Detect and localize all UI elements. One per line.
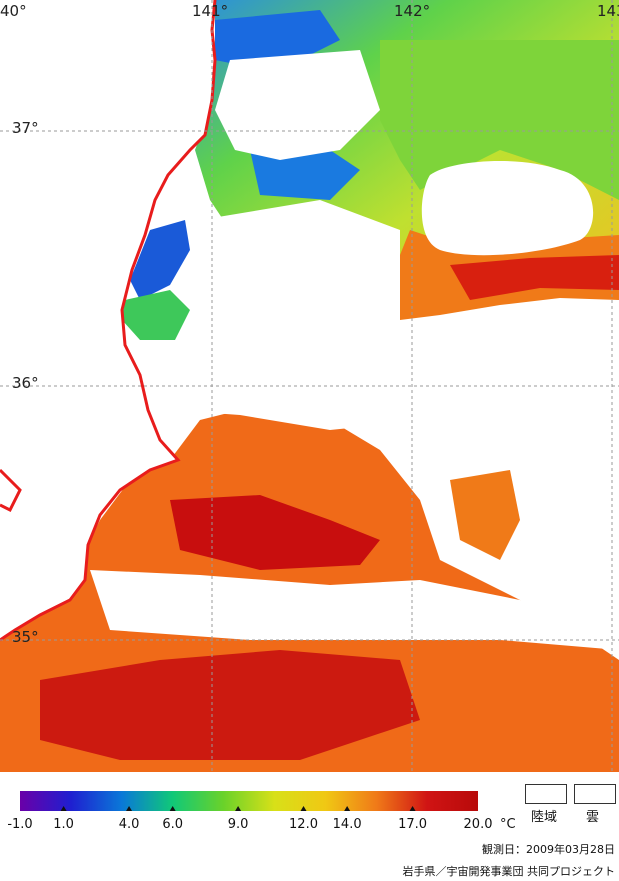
scale-tick-label: 1.0: [53, 817, 74, 832]
scale-tick-label: 20.0: [463, 817, 493, 832]
scale-tick-mark: [344, 806, 351, 811]
scale-tick-mark: [169, 806, 176, 811]
cloud-mid-band: [170, 330, 460, 430]
scale-tick-label: 14.0: [332, 817, 362, 832]
scale-tick-mark: [126, 806, 133, 811]
sea-surface-temperature-map: [0, 0, 619, 772]
coastline: [0, 0, 217, 642]
land-area: [0, 0, 215, 640]
scale-tick-mark: [409, 806, 416, 811]
cloud-mid-west: [200, 200, 400, 340]
south-hot-band: [40, 650, 420, 760]
scale-tick-label: 9.0: [227, 817, 249, 832]
scale-tick-mark: [300, 806, 307, 811]
coastal-blue-patch: [130, 220, 190, 300]
warm-current-core: [450, 255, 619, 300]
scale-tick-mark: [60, 806, 67, 811]
mid-blue-strip: [250, 150, 360, 200]
coastal-green-patch: [122, 290, 190, 340]
cloud-south-band: [90, 570, 619, 650]
cloud-east: [500, 310, 619, 480]
scale-gradient-rect: [20, 791, 478, 811]
longitude-label-142: 142°: [394, 2, 431, 20]
scale-tick-label: 4.0: [118, 817, 140, 832]
scale-tick-mark: [235, 806, 242, 811]
temperature-color-scale: [20, 791, 478, 811]
north-blue-strip: [215, 10, 340, 65]
latitude-label-37: 37°: [12, 119, 39, 137]
land-key-label: 陸域: [531, 810, 558, 825]
scale-tick-label: 17.0: [398, 817, 428, 832]
scale-unit: °C: [500, 817, 516, 832]
south-hot-core: [170, 495, 380, 570]
cloud-large-north: [215, 50, 380, 160]
longitude-label-143: 143: [597, 2, 619, 20]
longitude-label-141: 141°: [192, 2, 229, 20]
scale-tick-label: 6.0: [162, 817, 183, 832]
cloud-eddy-east: [421, 160, 594, 256]
east-orange-patch: [450, 470, 520, 560]
scale-tick-label: -1.0: [7, 817, 33, 832]
land-key-swatch: [525, 784, 567, 804]
graticule: [0, 0, 619, 772]
cloud-key-label: 雲: [586, 810, 600, 825]
latitude-label-36: 36°: [12, 374, 39, 392]
credit-text: 岩手県／宇宙開発事業団 共同プロジェクト: [402, 865, 616, 878]
scale-tick-marks: [60, 806, 416, 811]
northeast-green-region: [380, 40, 619, 200]
longitude-label-140: 40°: [0, 2, 27, 20]
scale-tick-label: 12.0: [289, 817, 318, 832]
latitude-label-35: 35°: [12, 628, 39, 646]
coastline-peninsula: [0, 468, 22, 513]
cloud-key-swatch: [574, 784, 616, 804]
observation-date: 観測日：2009年03月28日: [482, 843, 615, 856]
